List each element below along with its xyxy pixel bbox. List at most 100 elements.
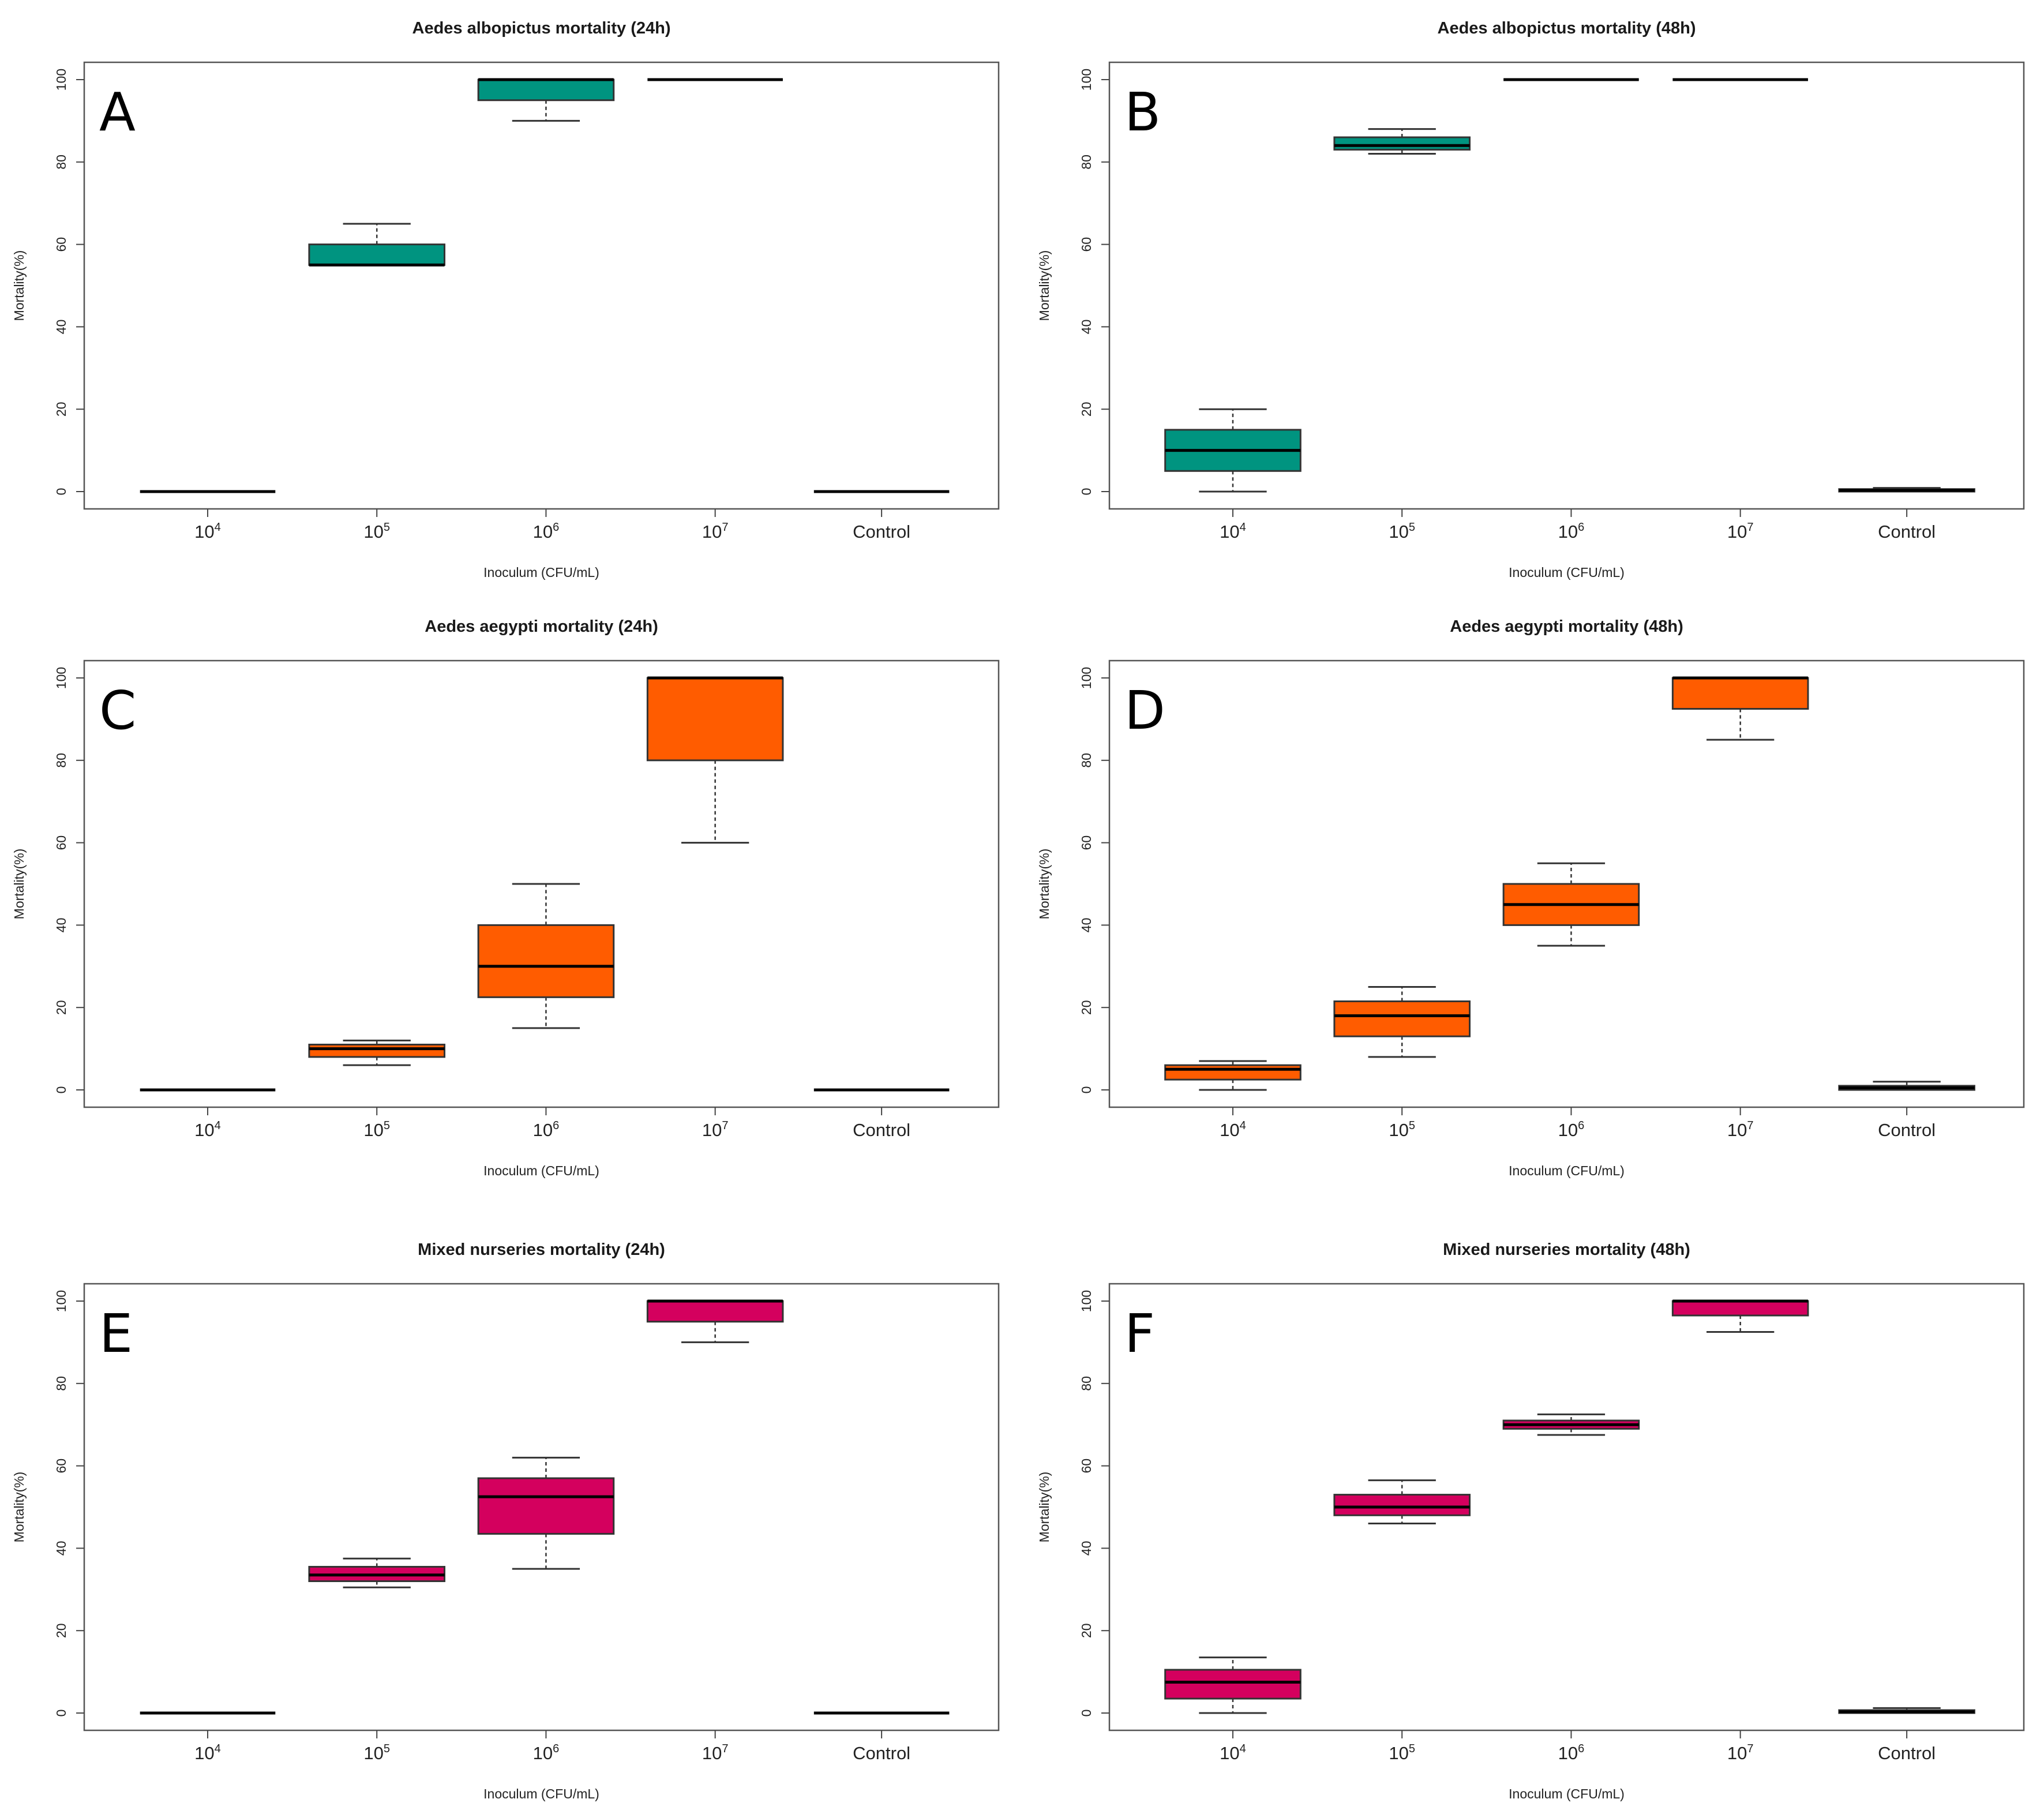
x-tick-label: 106 [1558, 1119, 1585, 1140]
box-2 [1502, 1413, 1640, 1436]
y-tick-label: 100 [1079, 667, 1094, 689]
box-body [477, 924, 615, 998]
y-tick-label: 20 [1079, 402, 1094, 417]
x-tick-base: 10 [1727, 1120, 1747, 1140]
x-tick-label: 107 [1727, 521, 1754, 542]
x-tick-base: 10 [702, 1743, 722, 1763]
box-body [1164, 1669, 1302, 1700]
panel-letter: C [99, 680, 136, 741]
box-2 [477, 78, 615, 122]
x-tick-exponent: 6 [1578, 1119, 1584, 1132]
x-tick-label: 105 [1389, 1742, 1415, 1763]
y-tick-label: 60 [1079, 1459, 1094, 1474]
y-tick-label: 0 [54, 488, 69, 496]
x-tick-label: 105 [363, 521, 390, 542]
box-body [1333, 1000, 1471, 1037]
box-body [308, 243, 445, 266]
x-tick-base: 10 [1558, 1743, 1578, 1763]
y-tick-label: 100 [54, 667, 69, 689]
panel-title: Aedes aegypti mortality (24h) [425, 617, 658, 636]
y-tick-label: 40 [54, 918, 69, 933]
plot-frame [83, 61, 1000, 510]
x-tick-label: 104 [1220, 521, 1246, 542]
y-tick-label: 60 [54, 1459, 69, 1474]
panel-title: Aedes albopictus mortality (48h) [1438, 19, 1696, 38]
x-tick-base: 10 [1389, 522, 1408, 542]
box-3 [646, 676, 784, 844]
x-tick-base: 10 [1220, 522, 1239, 542]
box-1 [1333, 986, 1471, 1058]
x-tick-exponent: 6 [553, 1742, 559, 1755]
panel-letter: D [1124, 680, 1165, 741]
y-tick-label: 60 [54, 835, 69, 850]
plot-frame [83, 659, 1000, 1108]
y-tick-label: 60 [1079, 237, 1094, 252]
panel-f: Mixed nurseries mortality (48h) F 0 20 40 60 8… [1037, 1240, 2025, 1801]
box-4 [1838, 487, 1975, 493]
box-body [308, 1043, 445, 1058]
y-tick-label: 20 [1079, 1623, 1094, 1638]
x-tick-exponent: 5 [1409, 1119, 1415, 1132]
panel-title: Mixed nurseries mortality (24h) [418, 1240, 665, 1259]
x-tick-base: 10 [194, 1743, 214, 1763]
y-tick-label: 0 [1079, 488, 1094, 496]
y-tick-label: 20 [54, 402, 69, 417]
y-axis-label: Mortality(%) [12, 849, 27, 920]
y-tick-label: 80 [1079, 753, 1094, 768]
y-axis-label: Mortality(%) [1037, 1472, 1052, 1543]
y-tick-label: 0 [1079, 1086, 1094, 1094]
x-tick-exponent: 6 [1578, 1742, 1584, 1755]
x-tick-base: 10 [533, 1743, 553, 1763]
box-4 [1838, 1081, 1975, 1091]
plot-frame [1108, 1283, 2025, 1731]
box-3 [646, 1299, 784, 1343]
x-tick-label: 104 [194, 1119, 221, 1140]
x-tick-label: 104 [1220, 1742, 1246, 1763]
box-body [646, 677, 784, 762]
y-tick-label: 100 [54, 1290, 69, 1312]
panel-title: Mixed nurseries mortality (48h) [1443, 1240, 1690, 1259]
panel-e: Mixed nurseries mortality (24h) E 0 20 40 60 8… [12, 1240, 1000, 1801]
x-tick-exponent: 7 [1747, 1119, 1753, 1132]
y-tick-label: 40 [54, 1541, 69, 1556]
x-tick-base: 10 [1389, 1120, 1408, 1140]
x-tick-label: 107 [702, 1119, 729, 1140]
x-tick-base: 10 [194, 1120, 214, 1140]
panel-title: Aedes albopictus mortality (24h) [412, 19, 671, 38]
x-axis-label: Inoculum (CFU/mL) [483, 1786, 599, 1801]
box-0 [1164, 1060, 1302, 1091]
panel-title: Aedes aegypti mortality (48h) [1450, 617, 1683, 636]
y-tick-label: 40 [1079, 320, 1094, 335]
x-tick-base: 10 [1558, 1120, 1578, 1140]
box-0 [1164, 1656, 1302, 1714]
x-tick-base: 10 [1727, 1743, 1747, 1763]
x-tick-exponent: 5 [1409, 1742, 1415, 1755]
y-tick-label: 100 [1079, 1290, 1094, 1312]
y-tick-label: 80 [54, 155, 69, 170]
y-tick-label: 0 [54, 1710, 69, 1717]
panel-b: Aedes albopictus mortality (48h) B 0 20 40 60… [1037, 19, 2025, 580]
x-tick-exponent: 7 [722, 1742, 728, 1755]
x-tick-base: 10 [363, 1743, 383, 1763]
box-1 [1333, 1479, 1471, 1525]
x-axis-label: Inoculum (CFU/mL) [1509, 1786, 1625, 1801]
y-tick-label: 80 [1079, 155, 1094, 170]
x-tick-exponent: 6 [553, 1119, 559, 1132]
y-axis-label: Mortality(%) [1037, 849, 1052, 920]
x-tick-label: 105 [1389, 521, 1415, 542]
x-axis-label: Inoculum (CFU/mL) [483, 565, 599, 580]
x-tick-label: 106 [1558, 1742, 1585, 1763]
y-tick-label: 40 [54, 320, 69, 335]
x-tick-label: Control [853, 522, 910, 542]
y-axis-label: Mortality(%) [1037, 250, 1052, 321]
box-0 [1164, 408, 1302, 493]
x-tick-label: 107 [702, 521, 729, 542]
x-tick-base: 10 [194, 522, 214, 542]
y-tick-label: 80 [54, 1376, 69, 1391]
y-tick-label: 80 [1079, 1376, 1094, 1391]
x-tick-label: 107 [1727, 1742, 1754, 1763]
x-axis-label: Inoculum (CFU/mL) [483, 1163, 599, 1178]
x-axis-label: Inoculum (CFU/mL) [1509, 565, 1625, 580]
x-tick-base: 10 [702, 1120, 722, 1140]
